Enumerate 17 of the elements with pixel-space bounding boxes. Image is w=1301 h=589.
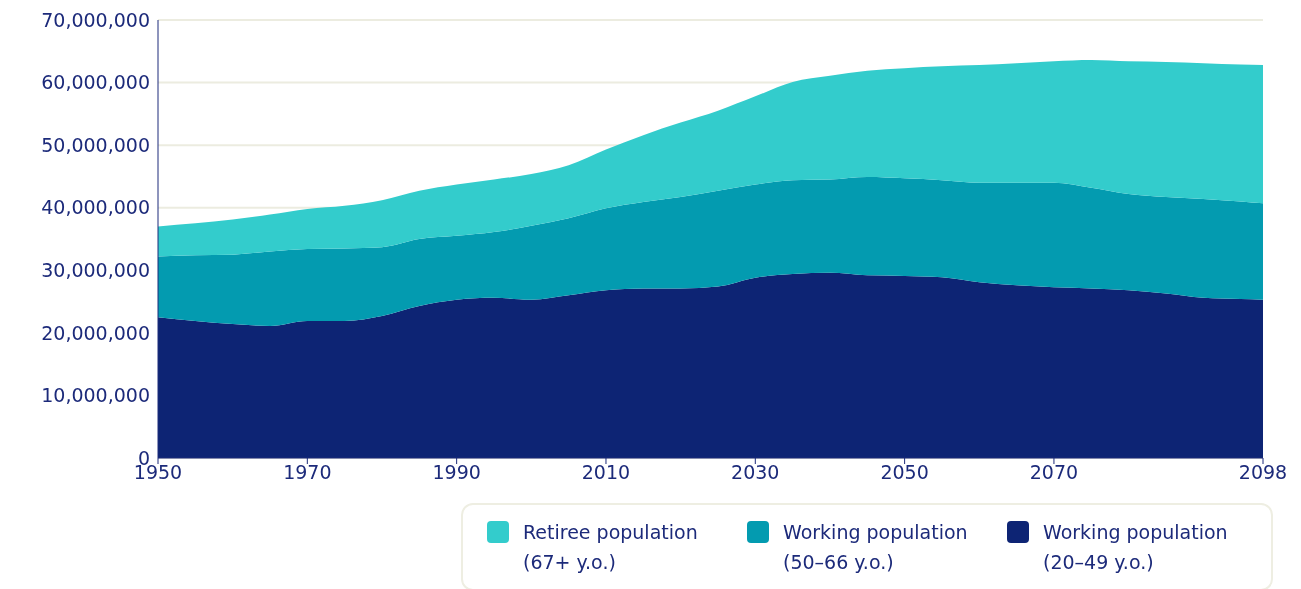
x-tick-label: 2050 [880, 461, 929, 484]
legend-label: Retiree population (67+ y.o.) [523, 520, 699, 575]
y-tick-label: 20,000,000 [41, 321, 150, 344]
y-tick-label: 60,000,000 [41, 71, 150, 94]
y-tick-label: 70,000,000 [41, 8, 150, 31]
legend-label: Working population (20–49 y.o.) [1043, 520, 1229, 575]
x-tick-label: 2030 [731, 461, 780, 484]
y-tick-label: 40,000,000 [41, 196, 150, 219]
y-tick-label: 10,000,000 [41, 384, 150, 407]
x-tick-label: 2010 [581, 461, 631, 484]
x-tick-label: 2098 [1238, 461, 1288, 484]
y-tick-label: 50,000,000 [41, 133, 150, 156]
x-tick-label: 2070 [1029, 461, 1079, 484]
legend-label: Working population (50–66 y.o.) [783, 520, 969, 575]
x-tick-label: 1970 [283, 461, 332, 484]
y-tick-label: 30,000,000 [41, 259, 150, 282]
x-tick-label: 1990 [432, 461, 481, 484]
